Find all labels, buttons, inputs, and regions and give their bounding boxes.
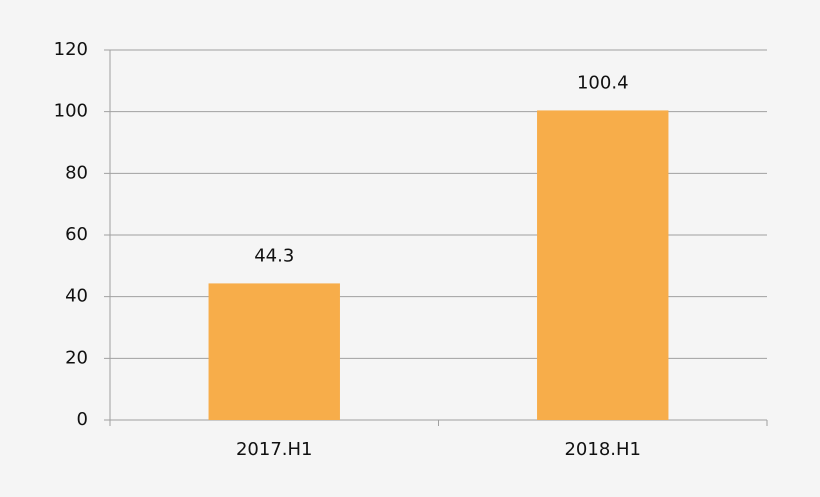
- x-tick-label: 2018.H1: [564, 439, 641, 460]
- bar: [208, 283, 340, 420]
- data-label: 100.4: [577, 72, 629, 93]
- y-tick-label: 60: [65, 224, 88, 245]
- x-tick-label: 2017.H1: [236, 439, 313, 460]
- y-tick-label: 0: [77, 409, 88, 430]
- data-label: 44.3: [254, 245, 294, 266]
- bar: [537, 110, 669, 420]
- y-tick-label: 20: [65, 347, 88, 368]
- y-tick-label: 100: [54, 101, 88, 122]
- y-tick-label: 40: [65, 286, 88, 307]
- y-tick-label: 80: [65, 162, 88, 183]
- y-tick-label: 120: [54, 39, 88, 60]
